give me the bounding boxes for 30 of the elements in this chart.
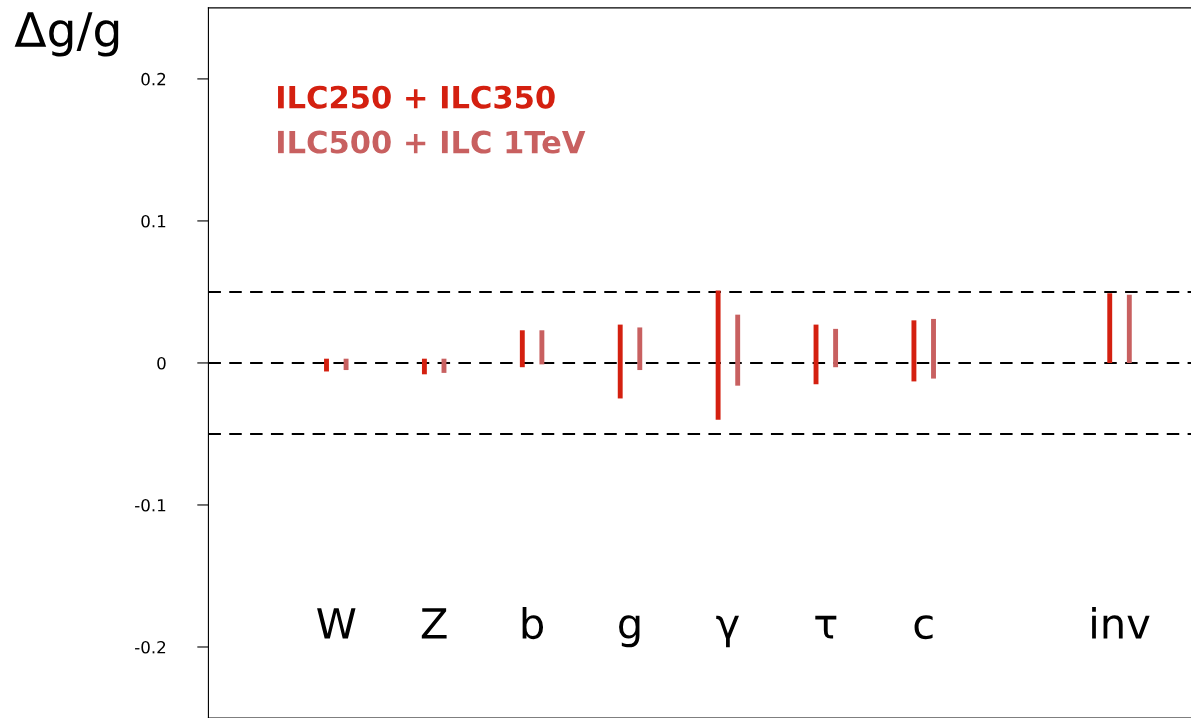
y-tick-label: 0 xyxy=(157,356,166,370)
bar xyxy=(539,330,545,365)
bar xyxy=(715,290,721,420)
x-tick-label: W xyxy=(317,608,356,639)
y-tick-label: 0.1 xyxy=(141,214,166,228)
bar xyxy=(1126,294,1132,363)
x-tick-label: c xyxy=(914,615,933,640)
bar xyxy=(1107,293,1113,363)
y-tick-label: 0.2 xyxy=(141,72,166,86)
bar xyxy=(637,327,643,371)
bar xyxy=(343,358,349,371)
y-axis-title: Δg/g xyxy=(14,12,119,57)
bar xyxy=(735,314,741,386)
bar xyxy=(519,330,525,368)
x-tick-label: b xyxy=(522,606,544,640)
y-tick-label: -0.1 xyxy=(135,498,166,512)
text: ILC250 + ILC350 xyxy=(278,85,555,109)
y-tick-label: -0.2 xyxy=(135,640,166,654)
x-tick-label: g xyxy=(619,615,640,648)
bar xyxy=(421,358,427,375)
bar xyxy=(324,358,329,372)
x-tick-label: inv xyxy=(1092,606,1150,639)
x-tick-label: γ xyxy=(716,615,739,648)
x-tick-label: Z xyxy=(421,608,447,639)
bar xyxy=(931,318,936,379)
bar xyxy=(617,324,623,399)
text: ILC500 + ILC 1TeV xyxy=(278,130,586,154)
x-tick-label: τ xyxy=(815,615,837,639)
bar xyxy=(833,328,839,368)
bar xyxy=(911,320,917,382)
